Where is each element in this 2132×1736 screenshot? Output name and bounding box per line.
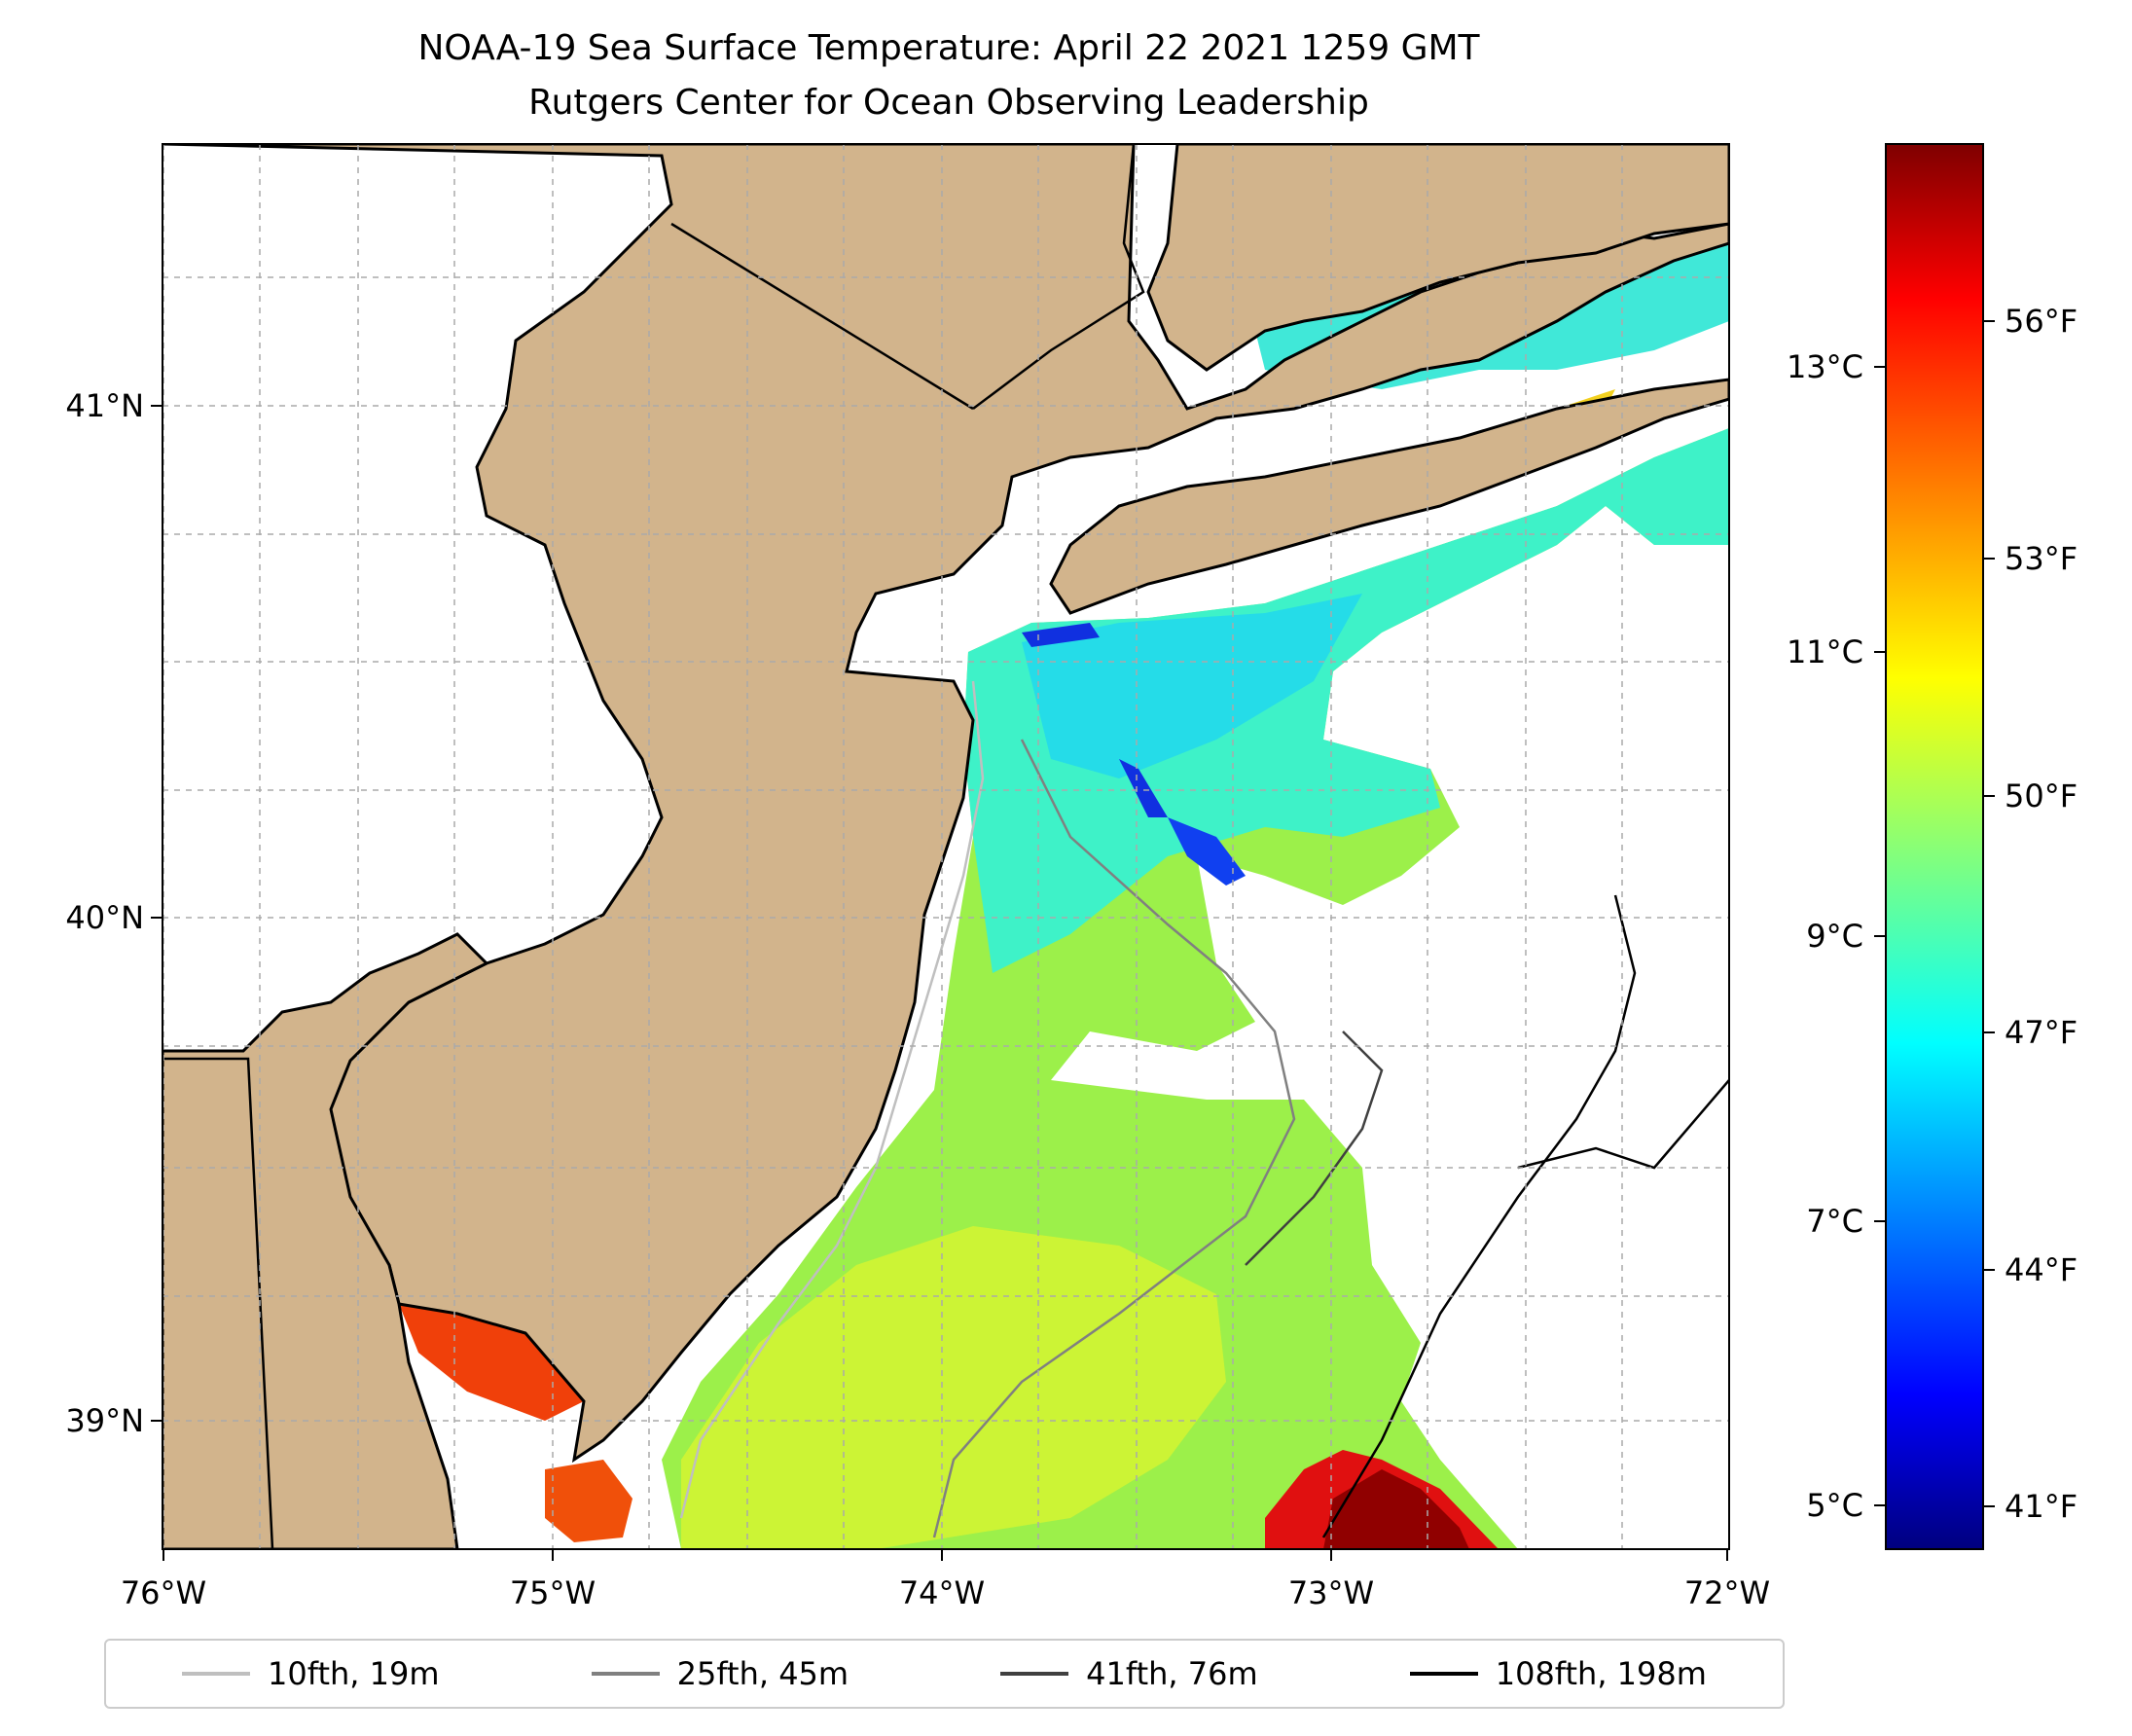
fahrenheit-tick-label: 44°F [2005,1251,2078,1288]
celsius-tick-label: 7°C [1806,1203,1863,1240]
celsius-tick-label: 9°C [1806,918,1863,955]
colorbar-ticks [1874,320,1995,1507]
legend-line-swatch [182,1672,251,1676]
legend-label: 41fth, 76m [1086,1655,1258,1692]
state-boundaries [163,144,1145,1549]
legend-line-swatch [1000,1672,1069,1676]
celsius-tick-label: 5°C [1806,1487,1863,1524]
legend-item: 108fth, 198m [1409,1655,1707,1692]
fahrenheit-tick-label: 41°F [2005,1488,2078,1525]
legend-label: 108fth, 198m [1495,1655,1707,1692]
lon-tick-label: 73°W [1288,1574,1374,1611]
legend-line-swatch [591,1672,660,1676]
colorbar [1885,143,1984,1550]
lat-tick-label: 39°N [65,1402,144,1439]
legend-label: 25fth, 45m [676,1655,849,1692]
lat-axis [151,405,163,1422]
lat-tick-label: 41°N [65,387,144,424]
map-title: NOAA-19 Sea Surface Temperature: April 2… [417,28,1480,68]
map-subtitle: Rutgers Center for Ocean Observing Leade… [528,83,1369,123]
legend-label: 10fth, 19m [268,1655,440,1692]
fahrenheit-tick-label: 47°F [2005,1014,2078,1051]
lon-tick-label: 75°W [510,1574,596,1611]
lon-tick-label: 76°W [121,1574,206,1611]
lon-tick-label: 74°W [899,1574,985,1611]
fahrenheit-tick-label: 53°F [2005,540,2078,577]
legend-item: 25fth, 45m [591,1655,849,1692]
celsius-tick-label: 11°C [1787,633,1863,670]
lat-tick-label: 40°N [65,899,144,936]
land [163,144,1729,1549]
fahrenheit-tick-label: 56°F [2005,303,2078,340]
legend-item: 10fth, 19m [182,1655,440,1692]
isobath-legend: 10fth, 19m 25fth, 45m 41fth, 76m 108fth,… [104,1639,1785,1709]
legend-item: 41fth, 76m [1000,1655,1258,1692]
lon-tick-label: 72°W [1684,1574,1770,1611]
lon-axis [163,1549,1728,1561]
celsius-tick-label: 13°C [1787,348,1863,385]
map-frame [162,143,1730,1550]
fahrenheit-tick-label: 50°F [2005,778,2078,814]
legend-line-swatch [1409,1672,1478,1676]
